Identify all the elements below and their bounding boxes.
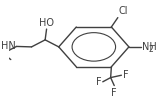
Text: F: F (123, 70, 128, 80)
Text: HN: HN (1, 41, 16, 51)
Text: NH: NH (142, 42, 157, 52)
Text: 2: 2 (149, 45, 153, 54)
Text: Cl: Cl (118, 6, 128, 16)
Text: F: F (96, 77, 101, 87)
Text: HO: HO (39, 18, 54, 28)
Text: F: F (111, 88, 117, 98)
